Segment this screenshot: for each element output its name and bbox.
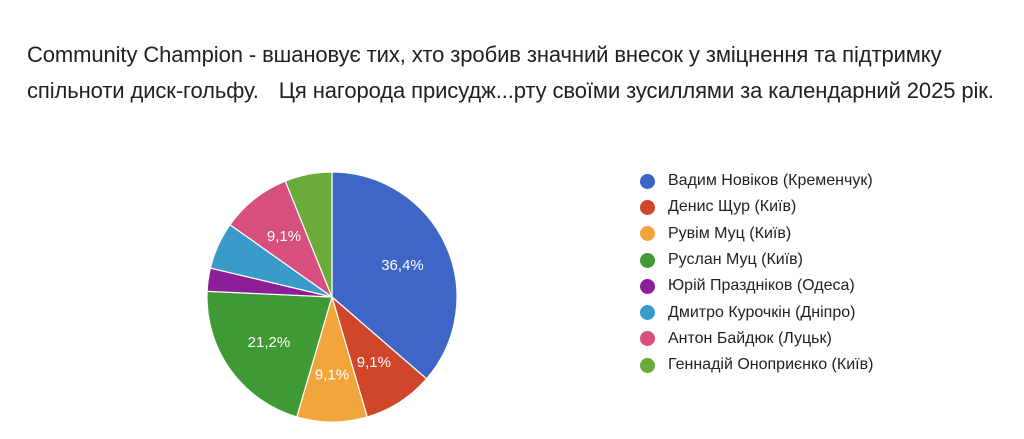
legend-swatch: [640, 173, 655, 189]
question-title-line-2-part-1: спільноти диск-гольфу.: [27, 78, 259, 103]
chart-legend: Вадим Новіков (Кременчук) Денис Щур (Київ…: [640, 168, 1010, 378]
legend-label: Руслан Муц (Київ): [668, 251, 803, 269]
legend-label: Денис Щур (Київ): [668, 198, 797, 216]
pie-slice-label-4: 21,2%: [248, 334, 291, 351]
legend-label: Антон Байдюк (Луцьк): [668, 329, 832, 347]
legend-label: Вадим Новіков (Кременчук): [668, 172, 873, 190]
legend-item-4[interactable]: Руслан Муц (Київ): [640, 247, 1010, 273]
legend-swatch: [640, 252, 655, 268]
legend-swatch: [640, 199, 655, 215]
pie-slice-4[interactable]: [206, 290, 333, 418]
legend-item-3[interactable]: Рувім Муц (Київ): [640, 221, 1010, 247]
legend-swatch: [640, 278, 655, 294]
pie-slice-label-2: 9,1%: [357, 354, 391, 371]
pie-slices: [206, 171, 458, 423]
pie-slice-8[interactable]: [284, 171, 333, 298]
legend-item-2[interactable]: Денис Щур (Київ): [640, 194, 1010, 220]
legend-swatch: [640, 357, 655, 373]
question-title-line-2-part-2: Ця нагорода присудж...рту своїми зусилля…: [278, 78, 994, 103]
legend-item-6[interactable]: Дмитро Курочкін (Дніпро): [640, 299, 1010, 325]
legend-item-1[interactable]: Вадим Новіков (Кременчук): [640, 168, 1010, 194]
pie-slice-label-7: 9,1%: [267, 228, 301, 245]
legend-label: Рувім Муц (Київ): [668, 224, 792, 242]
legend-swatch: [640, 331, 655, 347]
pie-labels: 36,4% 9,1% 9,1% 21,2% 9,1%: [248, 228, 424, 383]
legend-item-5[interactable]: Юрій Празднiков (Одеса): [640, 273, 1010, 299]
question-title-line-1: Community Champion - вшановує тих, хто з…: [27, 42, 942, 67]
pie-slice-1[interactable]: [331, 171, 458, 380]
legend-label: Юрій Празднiков (Одеса): [668, 277, 855, 295]
legend-label: Дмитро Курочкін (Дніпро): [668, 303, 856, 321]
legend-label: Геннадій Оноприєнко (Київ): [668, 356, 874, 374]
question-title: Community Champion - вшановує тих, хто з…: [27, 37, 1007, 109]
legend-swatch: [640, 305, 655, 321]
pie-slice-label-3: 9,1%: [315, 367, 349, 384]
question-title-line-2: спільноти диск-гольфу. Ця нагорода присуд…: [27, 73, 1007, 109]
legend-swatch: [640, 226, 655, 242]
pie-slice-label-1: 36,4%: [381, 257, 424, 274]
legend-item-8[interactable]: Геннадій Оноприєнко (Київ): [640, 352, 1010, 378]
legend-item-7[interactable]: Антон Байдюк (Луцьк): [640, 326, 1010, 352]
